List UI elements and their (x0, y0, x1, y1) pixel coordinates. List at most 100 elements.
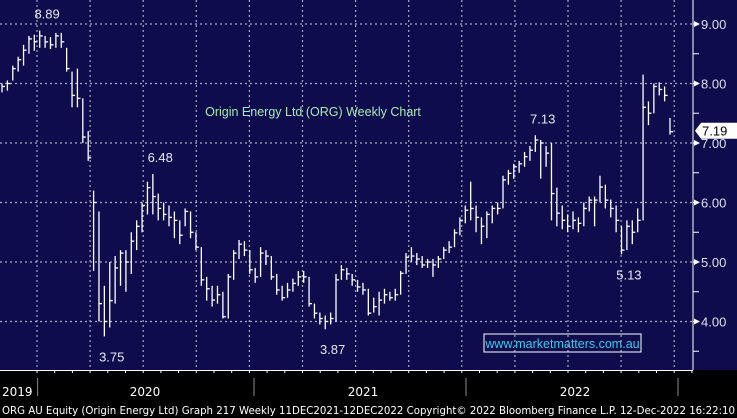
price-bar (518, 160, 523, 173)
price-bar (232, 250, 237, 280)
price-bar (480, 217, 485, 245)
price-bar (410, 247, 415, 262)
price-bar (416, 253, 420, 265)
price-bar (162, 202, 167, 221)
x-tick-label: 2022 (560, 385, 591, 399)
price-bar (60, 32, 65, 48)
price-bar (588, 196, 593, 212)
price-bar (76, 68, 81, 108)
price-bar (507, 169, 512, 185)
price-bar (491, 205, 496, 224)
price-bar (270, 256, 275, 280)
y-tick-arrow (694, 80, 700, 87)
price-bar (550, 143, 555, 221)
price-bar (33, 34, 38, 51)
watermark: www.marketmatters.com.au (484, 337, 639, 351)
price-bar (610, 199, 614, 218)
x-axis: 2019 2020 2021 2022 (2, 370, 693, 399)
x-tick-label: 2021 (348, 385, 379, 399)
price-bar (39, 30, 43, 48)
price-bar (82, 98, 86, 143)
y-tick-arrow (694, 259, 700, 265)
price-bar (195, 232, 199, 251)
price-annotation: 7.13 (530, 111, 555, 126)
price-bar (475, 205, 480, 233)
gridlines (0, 0, 693, 370)
y-tick-label: 4.00 (701, 315, 726, 330)
price-bar (189, 211, 194, 239)
price-bar (136, 220, 140, 251)
price-bar (583, 202, 587, 227)
price-bar (593, 196, 598, 227)
price-bar (243, 241, 248, 257)
price-bar (453, 229, 458, 248)
price-bar (540, 140, 544, 179)
price-bar (362, 282, 366, 295)
price-bar (329, 312, 334, 325)
price-bar (572, 211, 577, 230)
price-bar (265, 250, 269, 265)
price-bar (647, 101, 652, 126)
y-tick-label: 7.00 (701, 136, 726, 151)
price-bar (44, 35, 49, 48)
chart-title: Origin Energy Ltd (ORG) Weekly Chart (205, 105, 421, 119)
y-tick-label: 8.00 (701, 77, 726, 92)
price-bar (642, 74, 647, 221)
price-bar (71, 71, 76, 108)
last-price-label: 7.19 (702, 124, 727, 139)
y-tick-arrow (694, 140, 700, 146)
price-bar (206, 276, 210, 301)
price-bar (470, 181, 474, 221)
price-bar (313, 303, 318, 319)
price-bar (157, 193, 162, 221)
price-bar (238, 239, 243, 260)
x-axis-band (0, 370, 737, 418)
price-bar (437, 256, 442, 268)
price-bar (109, 262, 113, 328)
price-bar (146, 181, 151, 215)
price-bar (566, 214, 571, 233)
price-bars (1, 30, 673, 337)
price-bar (211, 285, 216, 307)
price-bar (179, 220, 183, 245)
price-bar (254, 267, 259, 283)
price-bar (28, 35, 32, 54)
y-tick-label: 6.00 (701, 196, 726, 211)
watermark-box (483, 333, 642, 353)
price-bar (92, 190, 97, 271)
price-bar (443, 247, 447, 260)
price-bar (620, 226, 625, 255)
price-bar (658, 82, 663, 96)
price-bar (599, 175, 603, 203)
price-bar (378, 291, 383, 316)
price-bar (448, 241, 453, 254)
price-bar (637, 208, 641, 233)
price-bar (184, 208, 189, 227)
price-bar (324, 315, 329, 330)
price-bar (49, 37, 54, 49)
y-tick-label: 9.00 (701, 17, 726, 32)
x-tick-label: 2020 (130, 385, 161, 399)
price-bar (346, 267, 350, 280)
price-bar (399, 270, 404, 295)
price-bar (114, 256, 119, 304)
price-bar (216, 285, 221, 304)
price-bar (6, 80, 11, 91)
price-bar (125, 250, 129, 292)
price-bar (1, 83, 5, 93)
y-axis: 4.00 5.00 6.00 7.00 8.00 9.00 (693, 17, 726, 352)
price-bar (55, 32, 59, 48)
price-bar (276, 273, 280, 295)
price-bar (561, 205, 566, 230)
price-bar (17, 56, 22, 72)
x-tick-label: 2019 (2, 385, 33, 399)
price-bar (604, 184, 609, 209)
price-bar (534, 135, 539, 152)
price-bar (249, 250, 253, 274)
price-bar (663, 86, 668, 102)
price-bar (98, 211, 102, 322)
annotations: 8.89 6.48 3.75 3.87 7.13 5.13 (34, 7, 641, 365)
price-bar (65, 47, 70, 72)
price-bar (297, 270, 302, 286)
